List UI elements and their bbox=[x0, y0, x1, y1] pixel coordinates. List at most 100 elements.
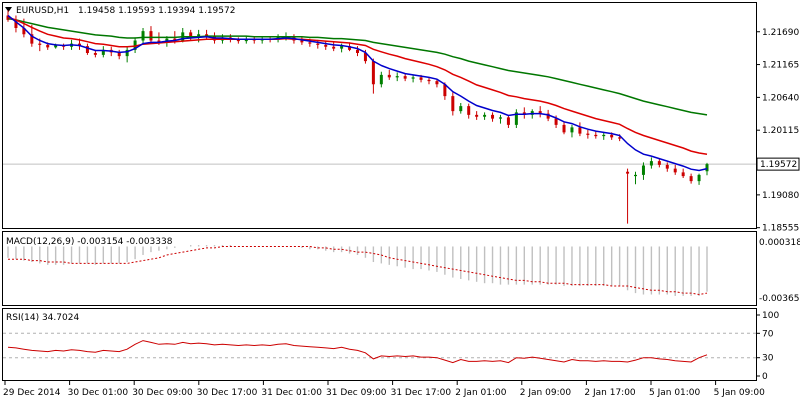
price-series-layer bbox=[3, 10, 756, 224]
candle-body bbox=[411, 77, 415, 79]
candle-body bbox=[649, 161, 653, 166]
macd-tick-label: -0.003658 bbox=[759, 294, 800, 304]
candle-body bbox=[626, 171, 630, 174]
rsi-line bbox=[7, 340, 708, 364]
candle-body bbox=[546, 113, 550, 119]
candle-body bbox=[395, 76, 399, 78]
candle-body bbox=[467, 106, 471, 115]
candle-body bbox=[363, 53, 367, 62]
candle-body bbox=[594, 134, 598, 137]
ema-mid-line bbox=[7, 16, 708, 155]
rsi-tick-label: 0 bbox=[762, 372, 768, 382]
rsi-tick-label: 70 bbox=[762, 329, 774, 339]
rsi-label: RSI(14) 34.7024 bbox=[6, 313, 79, 323]
candle-body bbox=[610, 134, 614, 138]
time-tick-label: 5 Jan 01:00 bbox=[649, 388, 701, 398]
rsi-axis: 100 70 30 0 bbox=[756, 311, 779, 382]
macd-signal-line bbox=[8, 246, 708, 296]
candle-body bbox=[22, 28, 26, 35]
candle-body bbox=[514, 112, 518, 125]
candle-body bbox=[348, 46, 352, 50]
candle-body bbox=[101, 49, 105, 55]
candle-body bbox=[443, 84, 447, 97]
candle-body bbox=[300, 40, 304, 43]
candle-body bbox=[618, 137, 622, 139]
rsi-series-layer bbox=[3, 332, 756, 364]
candle-body bbox=[46, 44, 50, 48]
candle-body bbox=[54, 45, 58, 48]
price-tick-label: 1.18555 bbox=[762, 224, 799, 234]
symbol-label: EURUSD,H1 bbox=[16, 6, 69, 16]
candle-body bbox=[93, 53, 97, 55]
time-tick-label: 31 Dec 01:00 bbox=[261, 388, 322, 398]
ema-fast-line bbox=[7, 14, 708, 172]
price-tick-label: 1.20640 bbox=[762, 93, 799, 103]
macd-panel-frame bbox=[2, 231, 757, 306]
price-tick-label: 1.21690 bbox=[762, 28, 799, 38]
candle-body bbox=[697, 174, 701, 182]
candle-body bbox=[562, 124, 566, 133]
time-tick-label: 30 Dec 01:00 bbox=[68, 388, 129, 398]
price-panel-frame bbox=[2, 2, 757, 229]
candle-body bbox=[125, 49, 129, 57]
candle-body bbox=[586, 133, 590, 135]
candle-body bbox=[403, 76, 407, 79]
candle-body bbox=[681, 172, 685, 177]
candle-body bbox=[85, 46, 89, 53]
candle-body bbox=[173, 38, 177, 41]
candle-body bbox=[657, 161, 661, 165]
candle-body bbox=[451, 96, 455, 112]
candle-body bbox=[498, 117, 502, 119]
candle-body bbox=[340, 46, 344, 49]
price-axis: 1.21690 1.21165 1.20640 1.20115 1.19080 1.185… bbox=[756, 28, 800, 234]
candle-body bbox=[141, 31, 145, 41]
ema-slow-line bbox=[7, 17, 708, 116]
candle-body bbox=[157, 40, 161, 43]
time-tick-label: 30 Dec 09:00 bbox=[132, 388, 193, 398]
candle-body bbox=[379, 74, 383, 85]
candle-body bbox=[483, 114, 487, 117]
candle-body bbox=[332, 46, 336, 49]
candle-body bbox=[30, 34, 34, 44]
candle-body bbox=[14, 19, 18, 28]
price-tick-label: 1.20115 bbox=[762, 126, 799, 136]
price-tick-label: 1.19080 bbox=[762, 191, 799, 201]
time-tick-label: 31 Dec 09:00 bbox=[326, 388, 387, 398]
candle-body bbox=[475, 114, 479, 117]
ohlc-readout: 1.19458 1.19593 1.19394 1.19572 bbox=[78, 6, 235, 16]
candle-body bbox=[506, 117, 510, 125]
macd-series-layer bbox=[7, 245, 708, 296]
rsi-tick-label: 30 bbox=[762, 354, 774, 364]
candle-body bbox=[117, 52, 121, 57]
time-tick-label: 30 Dec 17:00 bbox=[197, 388, 258, 398]
candle-body bbox=[641, 165, 645, 175]
time-tick-label: 2 Jan 09:00 bbox=[520, 388, 572, 398]
rsi-tick-label: 100 bbox=[762, 311, 779, 321]
price-tick-label: 1.21165 bbox=[762, 61, 799, 71]
rsi-panel-frame bbox=[2, 308, 757, 381]
candle-body bbox=[236, 39, 240, 42]
candle-body bbox=[356, 49, 359, 53]
time-tick-label: 2 Jan 01:00 bbox=[455, 388, 507, 398]
candle-body bbox=[324, 44, 328, 47]
candle-body bbox=[133, 40, 137, 50]
candle-body bbox=[491, 114, 495, 119]
candle-body bbox=[371, 61, 375, 85]
time-axis: 29 Dec 2014 30 Dec 01:00 30 Dec 09:00 30 De… bbox=[3, 381, 765, 398]
candle-body bbox=[705, 164, 709, 172]
time-tick-label: 29 Dec 2014 bbox=[3, 388, 61, 398]
candle-body bbox=[427, 79, 431, 82]
candle-body bbox=[578, 127, 582, 134]
macd-axis: 0.000318 -0.003658 bbox=[759, 238, 800, 304]
last-price-label: 1.19572 bbox=[760, 160, 797, 170]
candle-body bbox=[634, 174, 638, 177]
candle-body bbox=[149, 31, 153, 41]
time-tick-label: 5 Jan 09:00 bbox=[714, 388, 766, 398]
candle-body bbox=[197, 34, 201, 38]
triangle-down-icon[interactable] bbox=[5, 7, 12, 12]
candle-body bbox=[308, 42, 312, 44]
candle-body bbox=[538, 111, 542, 114]
macd-label: MACD(12,26,9) -0.003154 -0.003338 bbox=[6, 237, 173, 247]
